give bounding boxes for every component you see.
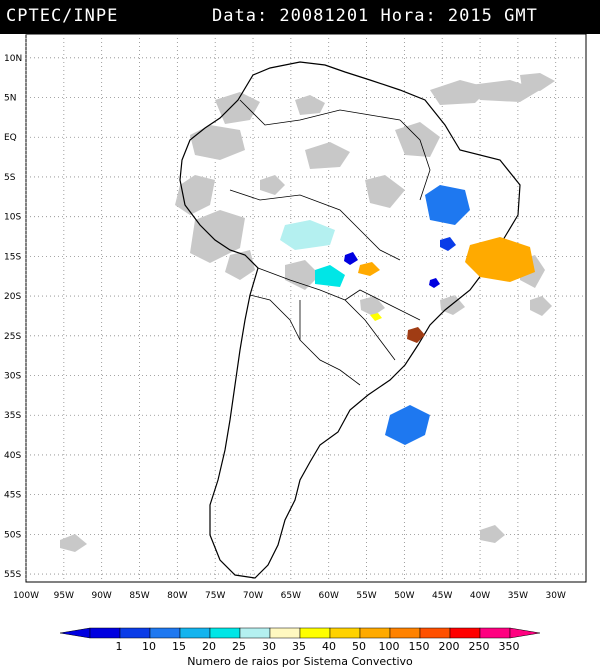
- lat-label: 10S: [4, 213, 21, 223]
- lon-label: 55W: [356, 591, 376, 601]
- colorbar-tick-label: 1: [116, 640, 123, 653]
- lon-label: 80W: [167, 591, 187, 601]
- system-uruguay-offshore: [385, 405, 430, 445]
- lon-label: 65W: [281, 591, 301, 601]
- colorbar-tick-label: 15: [172, 640, 186, 653]
- lon-label: 75W: [205, 591, 225, 601]
- colorbar-swatch: [389, 627, 421, 639]
- system-nordeste: [425, 185, 470, 225]
- system-parana: [407, 327, 425, 343]
- header-bar: CPTEC/INPE Data: 20081201 Hora: 2015 GMT: [0, 0, 600, 34]
- lat-label: 45S: [4, 491, 21, 501]
- colorbar-tick-label: 40: [322, 640, 336, 653]
- system-small-blue-3: [429, 278, 440, 288]
- colorbar-arrow-right: [509, 627, 541, 639]
- colorbar-swatch: [149, 627, 181, 639]
- colorbar-tick-label: 250: [469, 640, 490, 653]
- lat-label: 30S: [4, 372, 21, 382]
- colorbar-tick-label: 20: [202, 640, 216, 653]
- system-small-blue-2: [440, 237, 456, 251]
- lat-label: EQ: [4, 133, 17, 143]
- colorbar-swatch: [119, 627, 151, 639]
- lat-label: 15S: [4, 252, 21, 262]
- colorbar-tick-label: 30: [262, 640, 276, 653]
- colorbar-swatch: [419, 627, 451, 639]
- colorbar-arrow-left: [59, 627, 91, 639]
- colorbar-swatch: [449, 627, 481, 639]
- colorbar-swatch: [209, 627, 241, 639]
- lon-label: 35W: [508, 591, 528, 601]
- lat-label: 55S: [4, 570, 21, 580]
- system-pantanal: [315, 265, 345, 287]
- south-america-outline: [179, 61, 521, 579]
- colorbar-caption: Numero de raios por Sistema Convectivo: [187, 655, 413, 668]
- system-mato-grosso: [280, 220, 335, 250]
- lon-label: 50W: [394, 591, 414, 601]
- lat-label: 5S: [4, 173, 16, 183]
- colorbar-swatch: [89, 627, 121, 639]
- colorbar-tick-label: 10: [142, 640, 156, 653]
- lat-label: 40S: [4, 451, 21, 461]
- colorbar-swatch: [359, 627, 391, 639]
- system-goias: [358, 262, 380, 276]
- header-source: CPTEC/INPE: [6, 6, 119, 26]
- lon-label: 100W: [13, 591, 39, 601]
- colorbar-tick-label: 25: [232, 640, 246, 653]
- header-datetime: Data: 20081201 Hora: 2015 GMT: [212, 6, 538, 26]
- system-small-blue-1: [344, 252, 358, 265]
- lat-label: 35S: [4, 411, 21, 421]
- colorbar-swatch: [179, 627, 211, 639]
- convective-systems: [280, 185, 535, 445]
- lat-label: 10N: [4, 54, 22, 64]
- lon-label: 45W: [432, 591, 452, 601]
- lon-label: 30W: [546, 591, 566, 601]
- lon-label: 60W: [319, 591, 339, 601]
- colorbar-tick-label: 200: [439, 640, 460, 653]
- lightning-map: 10N 5N EQ 5S 10S 15S 20S 25S 30S 35S 40S 45S 50S 55S 1…: [4, 34, 587, 668]
- lat-label: 5N: [4, 94, 16, 104]
- system-bahia: [465, 237, 535, 282]
- colorbar-tick-label: 50: [352, 640, 366, 653]
- colorbar-swatch: [269, 627, 301, 639]
- cloud-cover: [60, 73, 555, 552]
- country-borders: [229, 99, 431, 386]
- colorbar-tick-label: 100: [379, 640, 400, 653]
- colorbar-tick-label: 150: [409, 640, 430, 653]
- colorbar-swatch: [329, 627, 361, 639]
- lat-label: 25S: [4, 332, 21, 342]
- colorbar-tick-label: 350: [499, 640, 520, 653]
- system-small-yellow: [370, 313, 382, 321]
- colorbar-swatch: [479, 627, 511, 639]
- lon-label: 95W: [54, 591, 74, 601]
- lon-label: 85W: [129, 591, 149, 601]
- lon-label: 70W: [243, 591, 263, 601]
- lon-label: 40W: [470, 591, 490, 601]
- map-frame: [25, 34, 587, 583]
- graticule: [25, 34, 586, 582]
- lon-label: 90W: [91, 591, 111, 601]
- lat-label: 20S: [4, 292, 21, 302]
- colorbar: 1 10 15 20 25 30 35 40 50 100 150 200 250 350: [59, 627, 541, 653]
- axis-ticks: 10N 5N EQ 5S 10S 15S 20S 25S 30S 35S 40S 45S 50S 55S 1…: [4, 54, 566, 601]
- lat-label: 50S: [4, 530, 21, 540]
- colorbar-swatch: [239, 627, 271, 639]
- colorbar-tick-label: 35: [292, 640, 306, 653]
- colorbar-swatch: [299, 627, 331, 639]
